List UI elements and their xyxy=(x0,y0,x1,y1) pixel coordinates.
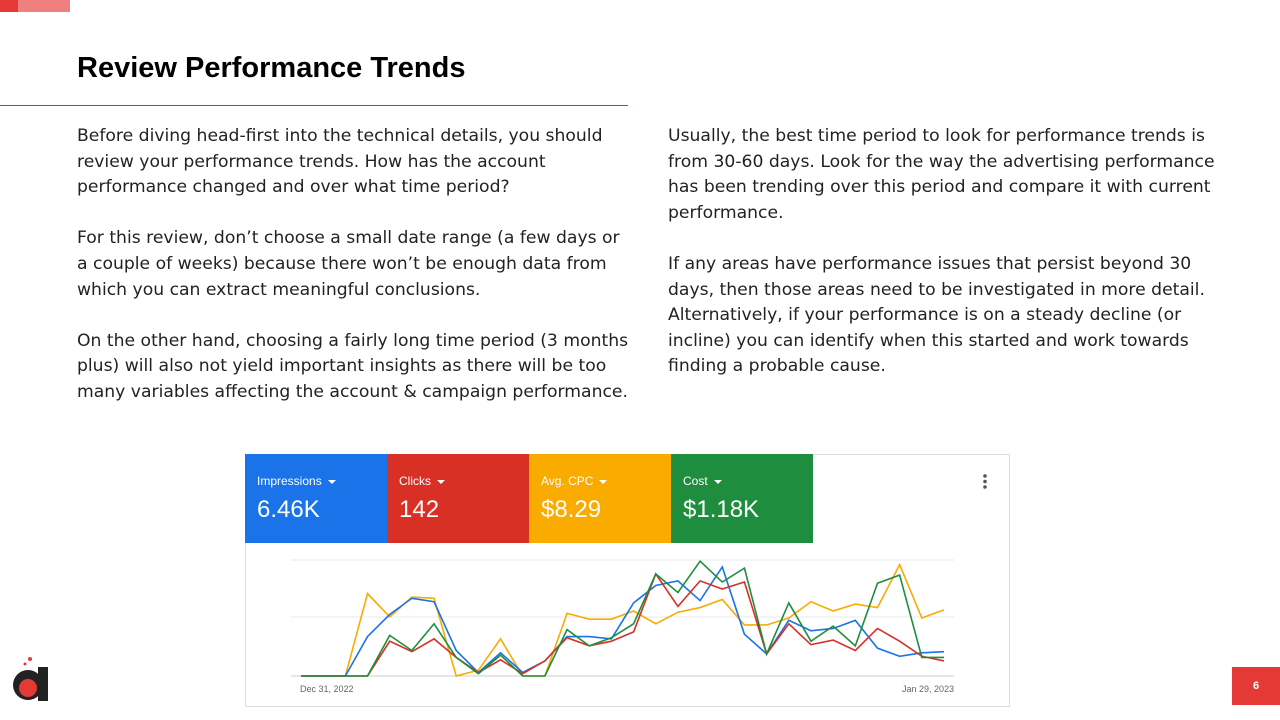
metric-card: Avg. CPC $8.29 xyxy=(529,454,671,543)
paragraph: On the other hand, choosing a fairly lon… xyxy=(77,330,629,402)
paragraph: Before diving head-first into the techni… xyxy=(77,126,603,198)
metric-label: Cost xyxy=(683,474,722,488)
page-number: 6 xyxy=(1232,667,1280,705)
metric-value: 6.46K xyxy=(257,496,320,523)
metric-label: Impressions xyxy=(257,474,336,488)
paragraph: Usually, the best time period to look fo… xyxy=(668,126,1215,223)
title-rule xyxy=(0,105,628,106)
corner-accent xyxy=(0,0,70,12)
paragraph: For this review, don’t choose a small da… xyxy=(77,228,620,300)
left-column: Before diving head-first into the techni… xyxy=(77,124,629,431)
logo xyxy=(13,657,48,701)
metric-value: 142 xyxy=(399,496,440,523)
metric-card: Cost $1.18K xyxy=(671,454,813,543)
metric-label: Avg. CPC xyxy=(541,474,607,488)
more-menu[interactable] xyxy=(980,472,990,492)
metric-label: Clicks xyxy=(399,474,445,488)
paragraph: If any areas have performance issues tha… xyxy=(668,253,1205,377)
slide-title: Review Performance Trends xyxy=(77,52,466,84)
metric-card: Clicks 142 xyxy=(387,454,529,543)
right-column: Usually, the best time period to look fo… xyxy=(668,124,1220,406)
metric-value: $1.18K xyxy=(683,496,760,523)
metric-card: Impressions 6.46K xyxy=(245,454,387,543)
metric-value: $8.29 xyxy=(541,496,602,523)
